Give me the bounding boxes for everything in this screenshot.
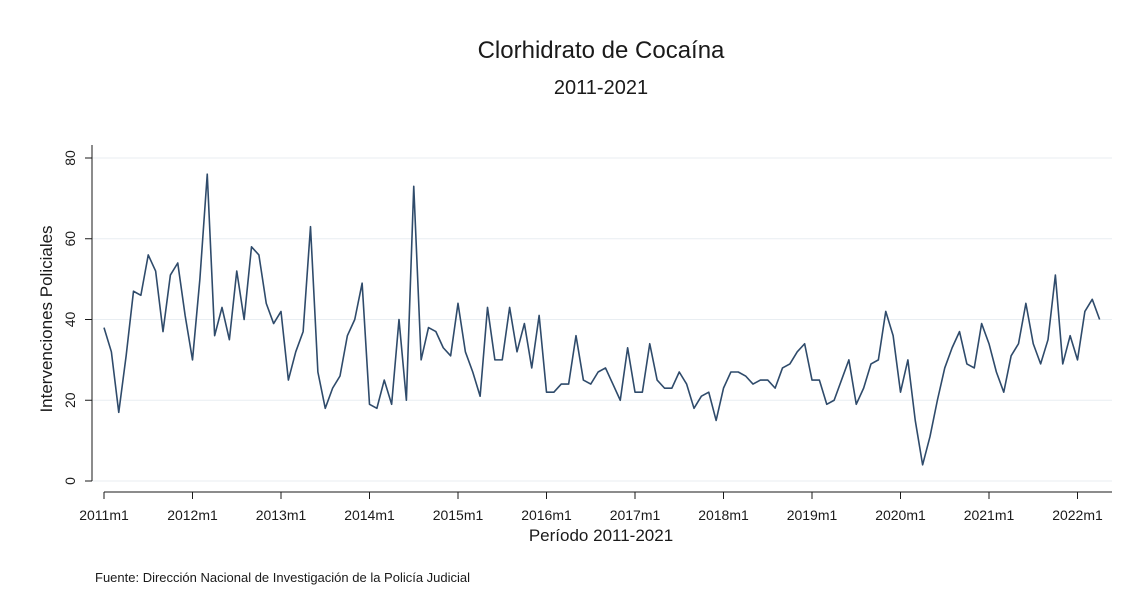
- x-tick-label-2013m1: 2013m1: [256, 507, 307, 523]
- x-tick-label-2018m1: 2018m1: [698, 507, 749, 523]
- x-tick-label-2019m1: 2019m1: [787, 507, 838, 523]
- source-note: Fuente: Dirección Nacional de Investigac…: [95, 570, 470, 585]
- x-tick-label-2014m1: 2014m1: [344, 507, 395, 523]
- x-tick-label-2012m1: 2012m1: [167, 507, 218, 523]
- series-line-0: [103, 173, 1101, 466]
- data-series: [103, 173, 1101, 466]
- x-tick-label-2015m1: 2015m1: [433, 507, 484, 523]
- x-tick-label-2022m1: 2022m1: [1052, 507, 1103, 523]
- chart-subtitle: 2011-2021: [554, 77, 648, 99]
- x-tick-label-2011m1: 2011m1: [79, 507, 129, 523]
- axes: 0 20 40 60 80 2011m1 2012m1 2013m1 2014m1 2015m1 2…: [62, 145, 1112, 523]
- gridlines: [92, 157, 1112, 482]
- x-axis-title: Período 2011-2021: [529, 526, 673, 545]
- chart-title: Clorhidrato de Cocaína: [478, 37, 725, 64]
- y-axis-title: Intervenciones Policiales: [37, 225, 56, 412]
- x-tick-label-2016m1: 2016m1: [521, 507, 572, 523]
- x-tick-label-2020m1: 2020m1: [875, 507, 926, 523]
- x-tick-label-2021m1: 2021m1: [964, 507, 1015, 523]
- y-tick-label-20: 20: [62, 392, 78, 408]
- y-tick-label-60: 60: [62, 231, 78, 247]
- y-tick-label-0: 0: [62, 477, 78, 485]
- x-tick-label-2017m1: 2017m1: [610, 507, 661, 523]
- y-tick-label-40: 40: [62, 312, 78, 328]
- y-tick-label-80: 80: [62, 150, 78, 166]
